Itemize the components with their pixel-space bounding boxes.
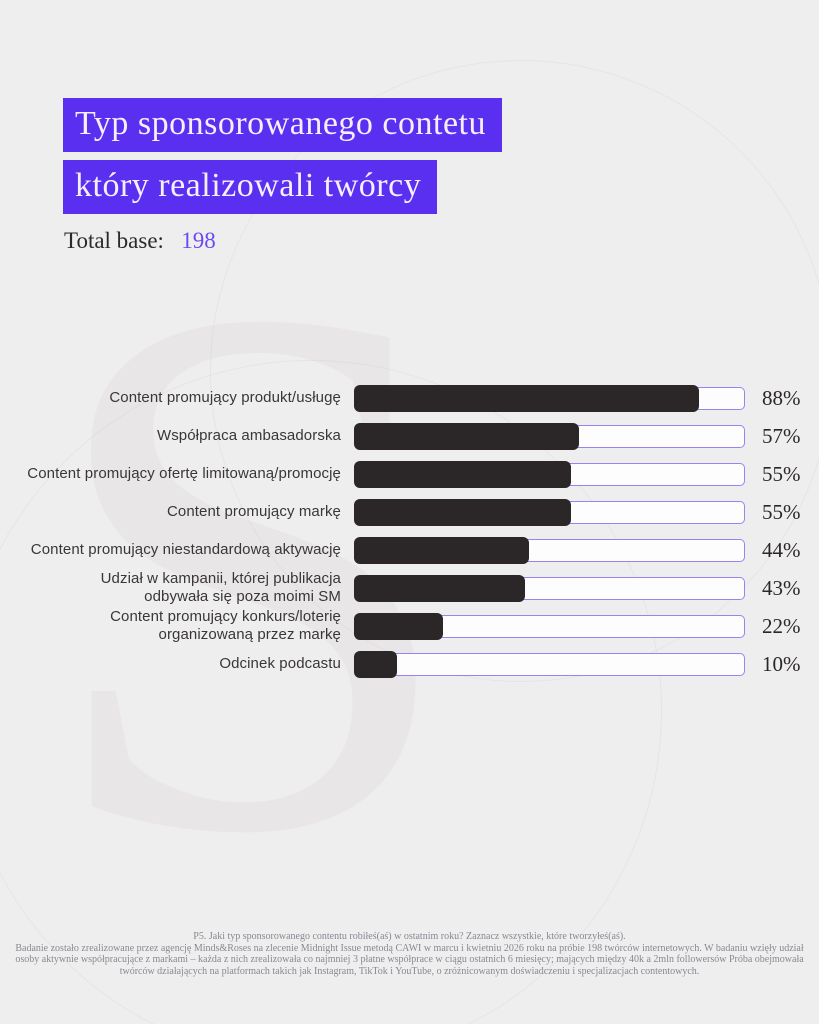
- bar-label: Content promujący produkt/usługę: [109, 389, 341, 406]
- bar-fill: [354, 650, 397, 678]
- bar-value: 10%: [762, 651, 801, 676]
- bar-label: Współpraca ambasadorska: [156, 427, 341, 444]
- bar-row: Content promujący ofertę limitowaną/prom…: [0, 460, 819, 488]
- bar-label: Content promujący niestandardową aktywac…: [30, 541, 341, 558]
- bar-row: Content promujący konkurs/loterię organi…: [0, 608, 819, 643]
- bar-value: 44%: [762, 537, 801, 562]
- bar-value: 55%: [762, 461, 801, 486]
- bar-label: Odcinek podcastu: [219, 655, 341, 672]
- total-base: Total base: 198: [64, 228, 216, 254]
- bar-row: Content promujący niestandardową aktywac…: [0, 536, 819, 564]
- bar-fill: [354, 536, 529, 564]
- bar-label: Udział w kampanii, której publikacja odb…: [100, 570, 341, 605]
- bar-chart: Content promujący produkt/usługę 88% Współ…: [0, 384, 819, 690]
- bar-label: Content promujący markę: [166, 503, 341, 520]
- bar-row: Udział w kampanii, której publikacja odb…: [0, 570, 819, 605]
- bar-track: [354, 536, 745, 564]
- bar-fill: [354, 574, 525, 602]
- bar-fill: [354, 498, 572, 526]
- bar-label: Content promujący konkurs/loterię organi…: [110, 608, 341, 643]
- bar-fill: [354, 384, 700, 412]
- bar-value: 43%: [762, 575, 801, 600]
- bar-value: 88%: [762, 385, 801, 410]
- bar-track: [354, 460, 745, 488]
- footer: P5. Jaki typ sponsorowanego contentu rob…: [4, 931, 815, 977]
- total-base-value: 198: [181, 228, 216, 253]
- bar-row: Content promujący produkt/usługę 88%: [0, 384, 819, 412]
- page-title-line-2: który realizowali twórcy: [63, 160, 438, 214]
- survey-question: P5. Jaki typ sponsorowanego contentu rob…: [193, 931, 626, 942]
- bar-track: [354, 498, 745, 526]
- bar-track: [354, 384, 745, 412]
- bar-value: 22%: [762, 613, 801, 638]
- bar-row: Odcinek podcastu 10%: [0, 650, 819, 678]
- methodology-note: Badanie zostało zrealizowane przez agenc…: [15, 942, 804, 977]
- bar-value: 57%: [762, 423, 801, 448]
- total-base-label: Total base:: [64, 228, 164, 253]
- bar-fill: [354, 612, 444, 640]
- bar-track: [354, 574, 745, 602]
- bar-fill: [354, 422, 580, 450]
- bar-track: [354, 422, 745, 450]
- page-title-line-1: Typ sponsorowanego contetu: [63, 98, 502, 152]
- bar-value: 55%: [762, 499, 801, 524]
- bar-track: [354, 612, 745, 640]
- bar-fill: [354, 460, 572, 488]
- bar-track: [354, 650, 745, 678]
- page-title: Typ sponsorowanego contetu który realizo…: [63, 98, 502, 222]
- bar-row: Content promujący markę 55%: [0, 498, 819, 526]
- bar-row: Współpraca ambasadorska 57%: [0, 422, 819, 450]
- bar-label: Content promujący ofertę limitowaną/prom…: [27, 465, 341, 482]
